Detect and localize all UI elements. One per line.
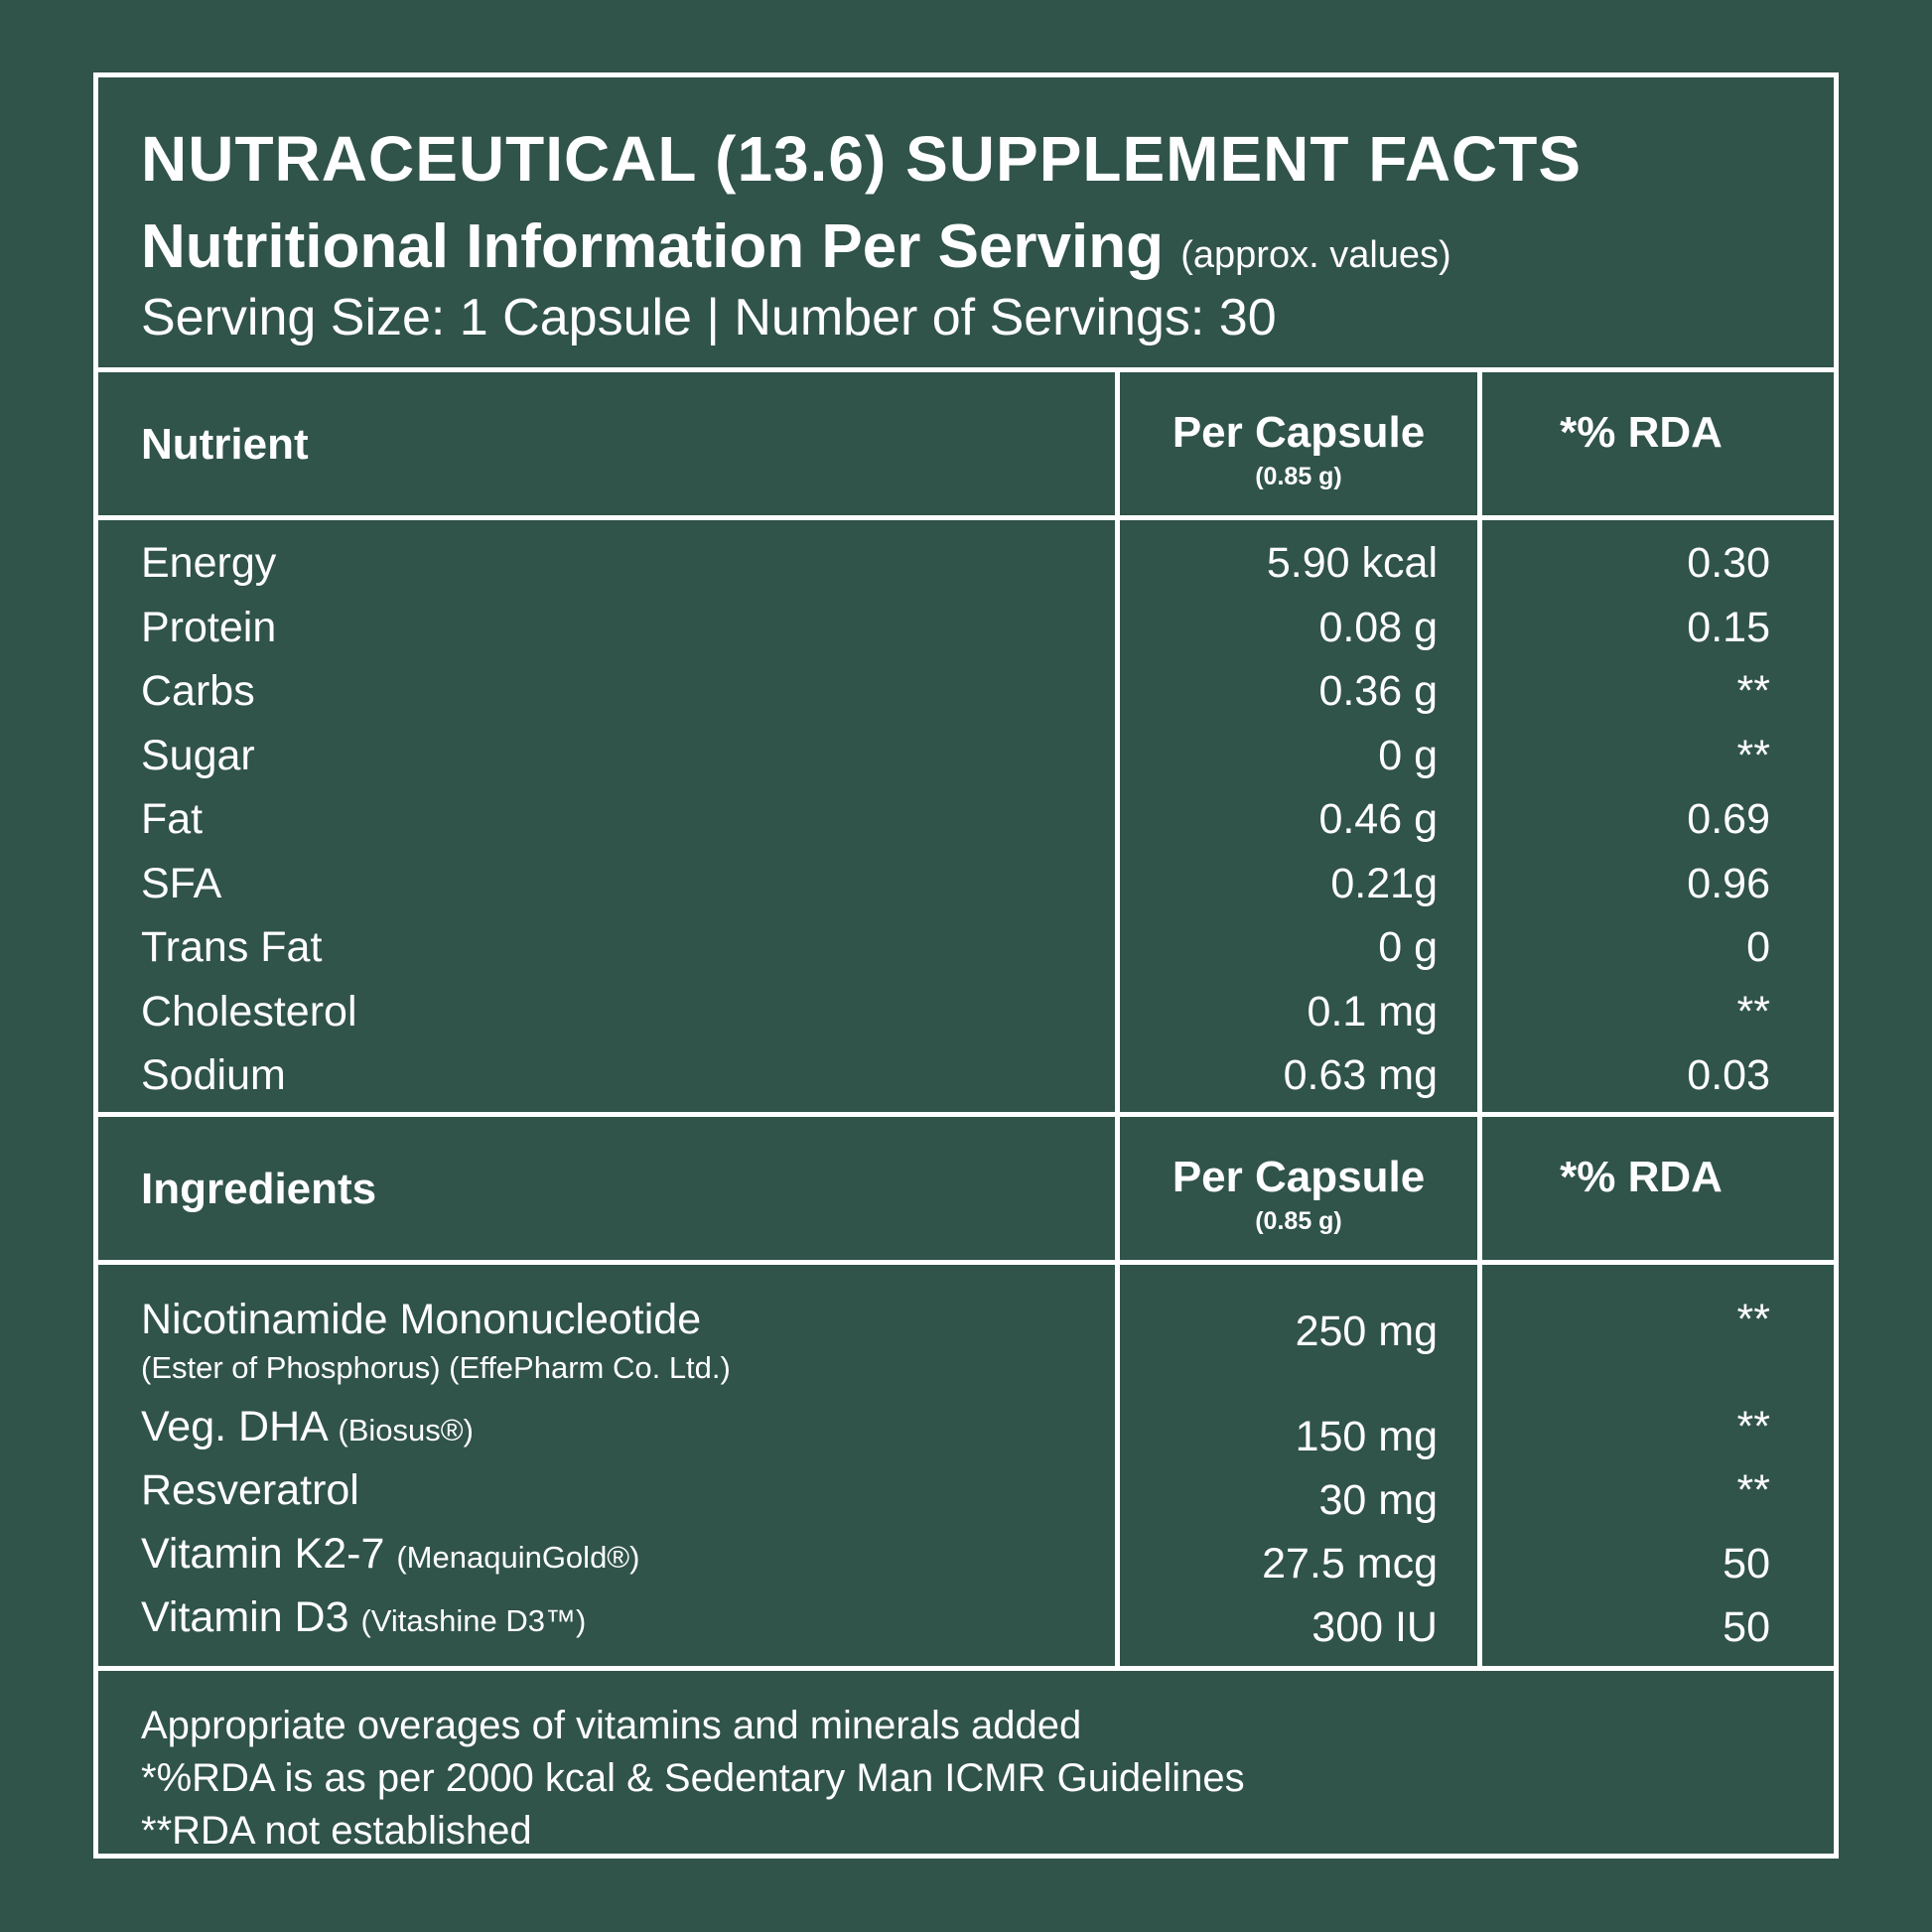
nutrient-name: Energy (141, 539, 277, 587)
nutrient-rda: ** (1736, 667, 1770, 715)
ingredient-name: Vitamin D3 (Vitashine D3™) (141, 1596, 586, 1639)
divider (98, 1260, 1834, 1265)
per-capsule-column-header: Per Capsule (1172, 1153, 1426, 1201)
footer-note-line: Appropriate overages of vitamins and min… (141, 1704, 1082, 1747)
ingredient-name: Veg. DHA (Biosus®) (141, 1406, 474, 1449)
nutrient-rda: 0.03 (1687, 1051, 1770, 1099)
nutrient-per-capsule: 0 g (1378, 731, 1438, 779)
ingredients-column-header: Ingredients (141, 1165, 377, 1213)
nutrient-rda: ** (1736, 731, 1770, 779)
divider (98, 1112, 1834, 1117)
divider (98, 515, 1834, 520)
ingredient-name-text: Nicotinamide Mononucleotide (141, 1296, 702, 1343)
ingredient-name: Nicotinamide Mononucleotide (141, 1299, 701, 1341)
ingredient-per-capsule: 30 mg (1318, 1476, 1438, 1524)
nutrient-per-capsule: 5.90 kcal (1266, 539, 1438, 587)
label-title: NUTRACEUTICAL (13.6) SUPPLEMENT FACTS (141, 123, 1583, 195)
column-divider (1115, 367, 1120, 1671)
subtitle-text: Nutritional Information Per Serving (141, 212, 1164, 281)
ingredient-rda: 50 (1723, 1540, 1770, 1587)
ingredient-note: (Biosus®) (338, 1413, 474, 1448)
nutrient-rda: 0.96 (1687, 859, 1770, 907)
footer-note-line: **RDA not established (141, 1809, 532, 1853)
nutrient-per-capsule: 0.08 g (1318, 603, 1438, 651)
ingredient-rda: ** (1736, 1403, 1770, 1450)
serving-info: Serving Size: 1 Capsule | Number of Serv… (141, 289, 1277, 346)
nutrient-name: Sodium (141, 1051, 286, 1099)
divider (98, 367, 1834, 372)
ingredient-note: (Ester of Phosphorus) (EffePharm Co. Ltd… (141, 1350, 731, 1385)
ingredient-name-text: Resveratrol (141, 1466, 359, 1514)
nutrient-name: Trans Fat (141, 923, 323, 971)
nutrient-rda: 0 (1746, 923, 1770, 971)
ingredient-per-capsule: 300 IU (1311, 1603, 1438, 1651)
ingredient-name-text: Vitamin K2-7 (141, 1530, 385, 1578)
ingredient-rda: ** (1736, 1466, 1770, 1514)
rda-column-header: *% RDA (1560, 1153, 1723, 1201)
rda-column-header: *% RDA (1560, 408, 1723, 457)
label-subtitle: Nutritional Information Per Serving (app… (141, 216, 1451, 278)
subtitle-note: (approx. values) (1180, 234, 1451, 276)
ingredient-rda: ** (1736, 1296, 1770, 1343)
per-capsule-subheader: (0.85 g) (1255, 1207, 1342, 1235)
nutrient-name: Sugar (141, 731, 255, 779)
nutrient-rda: ** (1736, 987, 1770, 1035)
ingredient-name: Vitamin K2-7 (MenaquinGold®) (141, 1533, 639, 1576)
nutrient-name: SFA (141, 859, 222, 907)
nutrient-column-header: Nutrient (141, 420, 309, 469)
per-capsule-column-header: Per Capsule (1172, 408, 1426, 457)
ingredient-per-capsule: 250 mg (1295, 1308, 1438, 1355)
ingredient-rda: 50 (1723, 1603, 1770, 1651)
footer-note-line: *%RDA is as per 2000 kcal & Sedentary Ma… (141, 1756, 1245, 1800)
nutrient-per-capsule: 0.63 mg (1283, 1051, 1438, 1099)
ingredient-name-text: Veg. DHA (141, 1403, 327, 1450)
ingredient-note: (MenaquinGold®) (396, 1540, 640, 1575)
ingredient-note: (Vitashine D3™) (360, 1603, 587, 1638)
ingredient-per-capsule: 27.5 mcg (1262, 1540, 1438, 1587)
divider (98, 1666, 1834, 1671)
nutrient-per-capsule: 0.46 g (1318, 795, 1438, 843)
nutrient-per-capsule: 0 g (1378, 923, 1438, 971)
nutrient-per-capsule: 0.36 g (1318, 667, 1438, 715)
nutrient-name: Protein (141, 603, 277, 651)
supplement-facts-panel: NUTRACEUTICAL (13.6) SUPPLEMENT FACTS Nu… (93, 72, 1839, 1859)
ingredient-per-capsule: 150 mg (1295, 1413, 1438, 1460)
nutrient-name: Cholesterol (141, 987, 357, 1035)
nutrient-per-capsule: 0.1 mg (1307, 987, 1438, 1035)
nutrient-rda: 0.69 (1687, 795, 1770, 843)
per-capsule-subheader: (0.85 g) (1255, 463, 1342, 490)
nutrient-name: Carbs (141, 667, 255, 715)
nutrient-rda: 0.15 (1687, 603, 1770, 651)
nutrient-rda: 0.30 (1687, 539, 1770, 587)
nutrient-name: Fat (141, 795, 204, 843)
ingredient-name-text: Vitamin D3 (141, 1593, 349, 1641)
ingredient-name: Resveratrol (141, 1469, 359, 1512)
column-divider (1477, 367, 1482, 1671)
nutrient-per-capsule: 0.21g (1330, 859, 1438, 907)
